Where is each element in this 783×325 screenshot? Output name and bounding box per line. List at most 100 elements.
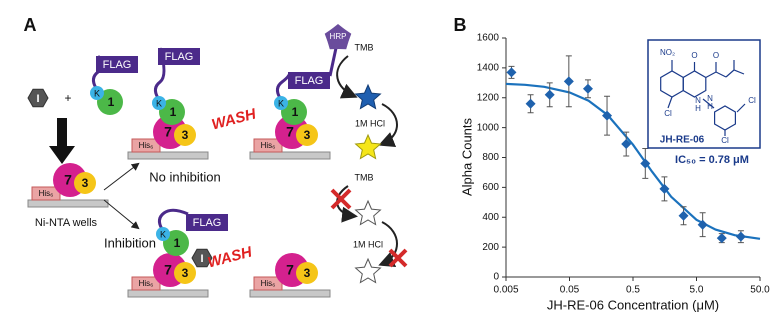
- data-point: [697, 219, 708, 230]
- structure-label: Cl: [664, 109, 672, 118]
- structure-label: N: [695, 96, 701, 105]
- flag-tag: [158, 48, 200, 65]
- structure-label: NO₂: [660, 48, 675, 57]
- x-tick-label: 50.0: [750, 285, 770, 296]
- data-point: [659, 183, 670, 194]
- plus-sign: +: [64, 91, 71, 105]
- y-tick-label: 1400: [477, 63, 500, 74]
- data-point: [716, 233, 727, 244]
- reaction-arrow: [336, 55, 358, 99]
- data-point: [735, 231, 746, 242]
- flag-label: FLAG: [193, 217, 222, 229]
- hcl-label: 1M HCl: [353, 239, 383, 249]
- flag-label: FLAG: [295, 75, 324, 87]
- subunit-3-label: 3: [304, 266, 311, 280]
- x-tick-label: 0.5: [626, 285, 640, 296]
- subunit-3: [74, 172, 96, 194]
- structure-label: Cl: [721, 136, 729, 145]
- well-plate: [127, 289, 209, 298]
- yellow-product: [354, 133, 382, 160]
- k-label: K: [278, 98, 284, 108]
- no-inhibition-label: No inhibition: [149, 169, 221, 184]
- flag-tag: [186, 214, 228, 231]
- subunit-3-label: 3: [304, 128, 311, 142]
- y-tick-label: 0: [493, 272, 499, 283]
- subunit-3-label: 3: [182, 128, 189, 142]
- fit-curve: [505, 82, 761, 240]
- subunit-1-label: 1: [108, 95, 115, 109]
- subunit-3-label: 3: [182, 266, 189, 280]
- compound-box: [647, 39, 761, 149]
- y-tick-label: 1600: [477, 33, 500, 44]
- hrp-linker: [328, 47, 338, 77]
- flag-label: FLAG: [103, 59, 132, 71]
- subunit-7-label: 7: [164, 262, 172, 278]
- his-label: His₆: [139, 141, 154, 150]
- block-x: [330, 188, 352, 210]
- inhibitor-shape: [191, 248, 213, 268]
- structure-label: O: [691, 51, 697, 60]
- data-point: [563, 76, 574, 87]
- branch-arrow: [103, 162, 140, 191]
- data-point: [678, 210, 689, 221]
- branch-arrow: [103, 199, 140, 230]
- hrp-body: [327, 27, 349, 49]
- subunit-7-label: 7: [286, 124, 294, 140]
- subunit-3: [296, 262, 318, 284]
- block-x: [388, 248, 408, 268]
- flag-label: FLAG: [165, 51, 194, 63]
- subunit-7-label: 7: [64, 172, 72, 188]
- data-point: [582, 83, 593, 94]
- y-tick-label: 800: [482, 152, 499, 163]
- x-tick-label: 0.005: [493, 285, 518, 296]
- no-product: [354, 199, 382, 226]
- subunit-1-label: 1: [170, 105, 177, 119]
- hcl-label: 1M HCl: [355, 118, 385, 128]
- subunit-1-label: 1: [292, 105, 299, 119]
- y-tick-label: 400: [482, 212, 499, 223]
- tmb-label: TMB: [355, 42, 374, 52]
- wash-label: WASH: [210, 105, 259, 133]
- flag-linker: [157, 208, 189, 230]
- ubiquitin-k: [156, 227, 170, 241]
- structure-label: Cl: [748, 96, 756, 105]
- data-point: [544, 89, 555, 100]
- oxidized-tmb: [354, 83, 382, 110]
- k-label: K: [94, 88, 100, 98]
- hrp-label: HRP: [330, 32, 347, 41]
- well-plate: [249, 289, 331, 298]
- subunit-3: [174, 124, 196, 146]
- tmb-label: TMB: [355, 172, 374, 182]
- structure-label: O: [713, 51, 719, 60]
- subunit-1-label: 1: [174, 236, 181, 250]
- data-point: [640, 158, 651, 169]
- his-label: His₆: [261, 279, 276, 288]
- inhibition-label: Inhibition: [104, 235, 156, 250]
- y-tick-label: 1000: [477, 122, 500, 133]
- y-axis-label: Alpha Counts: [459, 117, 474, 196]
- wells-label: Ni-NTA wells: [35, 217, 98, 229]
- y-tick-label: 1200: [477, 92, 500, 103]
- compound-name: JH-RE-06: [660, 135, 705, 146]
- his-label: His₆: [139, 279, 154, 288]
- flag-tag: [288, 72, 330, 89]
- y-tick-label: 600: [482, 182, 499, 193]
- inhibitor-shape: [27, 88, 49, 108]
- no-product: [354, 257, 382, 284]
- panel-label: A: [24, 15, 37, 35]
- x-tick-label: 0.05: [560, 285, 580, 296]
- ubiquitin-k: [274, 96, 288, 110]
- data-point: [525, 98, 536, 109]
- reaction-arrow: [378, 103, 398, 147]
- flag-tag: [96, 56, 138, 73]
- ic50-label: IC₅₀ = 0.78 μM: [675, 154, 749, 166]
- k-label: K: [156, 98, 162, 108]
- subunit-3: [174, 262, 196, 284]
- his-label: His₆: [39, 189, 54, 198]
- well-plate: [249, 151, 331, 160]
- k-label: K: [160, 229, 166, 239]
- data-point: [621, 139, 632, 150]
- subunit-3: [296, 124, 318, 146]
